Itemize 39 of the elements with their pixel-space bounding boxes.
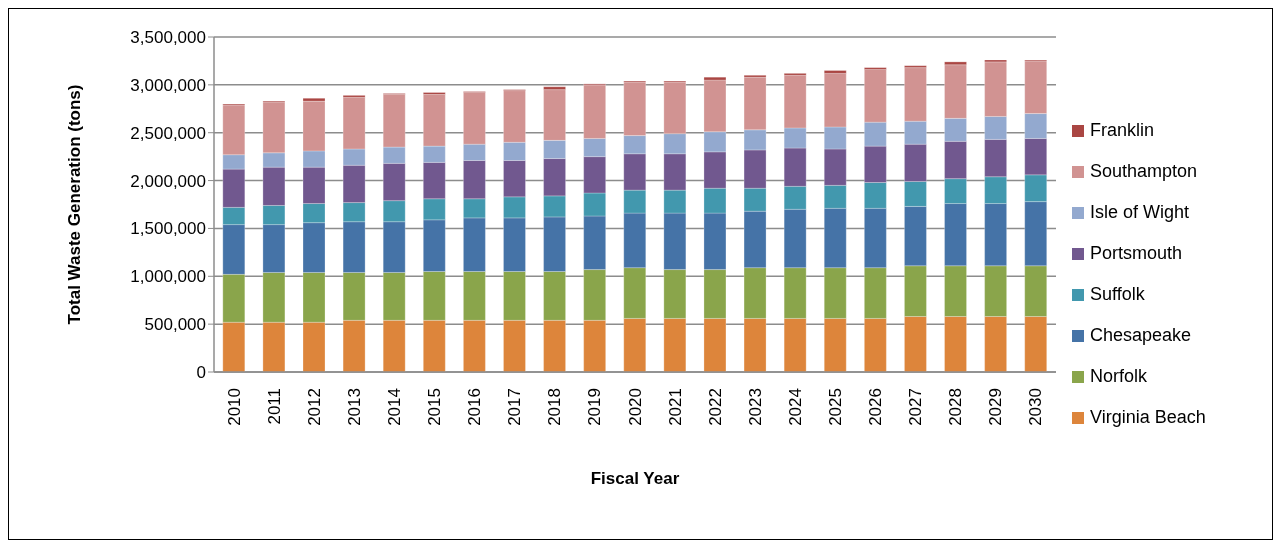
- x-tick-label: 2010: [224, 388, 244, 426]
- x-tick-label: 2012: [304, 388, 324, 426]
- x-tick-label: 2021: [665, 388, 685, 426]
- x-tick-label: 2019: [585, 388, 605, 426]
- x-tick-label: 2028: [946, 388, 966, 426]
- x-tick-label: 2013: [344, 388, 364, 426]
- y-tick-label: 500,000: [144, 315, 206, 335]
- y-tick-label: 3,500,000: [130, 28, 206, 48]
- x-tick-label: 2026: [866, 388, 886, 426]
- legend-label: Southampton: [1090, 161, 1198, 182]
- x-axis-title: Fiscal Year: [590, 469, 680, 488]
- x-tick-label: 2025: [825, 388, 845, 426]
- legend-label: Portsmouth: [1090, 243, 1183, 264]
- x-tick-label: 2014: [384, 388, 404, 426]
- legend-label: Norfolk: [1090, 366, 1148, 387]
- x-tick-label: 2023: [745, 388, 765, 426]
- x-tick-label: 2020: [625, 388, 645, 426]
- x-tick-label: 2018: [545, 388, 565, 426]
- x-tick-label: 2024: [785, 388, 805, 426]
- x-tick-label: 2022: [705, 388, 725, 426]
- y-tick-label: 3,000,000: [130, 75, 206, 95]
- legend-label: Franklin: [1090, 120, 1155, 141]
- legend-label: Isle of Wight: [1090, 202, 1190, 223]
- y-tick-label: 1,500,000: [130, 219, 206, 239]
- x-tick-label: 2016: [465, 388, 485, 426]
- x-tick-label: 2011: [264, 388, 284, 425]
- legend-label: Chesapeake: [1090, 325, 1192, 346]
- y-tick-label: 1,000,000: [130, 267, 206, 287]
- x-tick-label: 2030: [1026, 388, 1046, 426]
- legend-label: Suffolk: [1090, 284, 1145, 305]
- x-tick-label: 2017: [505, 388, 525, 426]
- y-tick-label: 2,500,000: [130, 123, 206, 143]
- x-tick-label: 2027: [906, 388, 926, 426]
- y-axis-title: Total Waste Generation (tons): [65, 84, 85, 325]
- y-tick-label: 2,000,000: [130, 171, 206, 191]
- legend-label: Virginia Beach: [1090, 407, 1206, 428]
- x-tick-label: 2015: [425, 388, 445, 426]
- x-tick-label: 2029: [986, 388, 1006, 426]
- y-tick-label: 0: [196, 363, 206, 383]
